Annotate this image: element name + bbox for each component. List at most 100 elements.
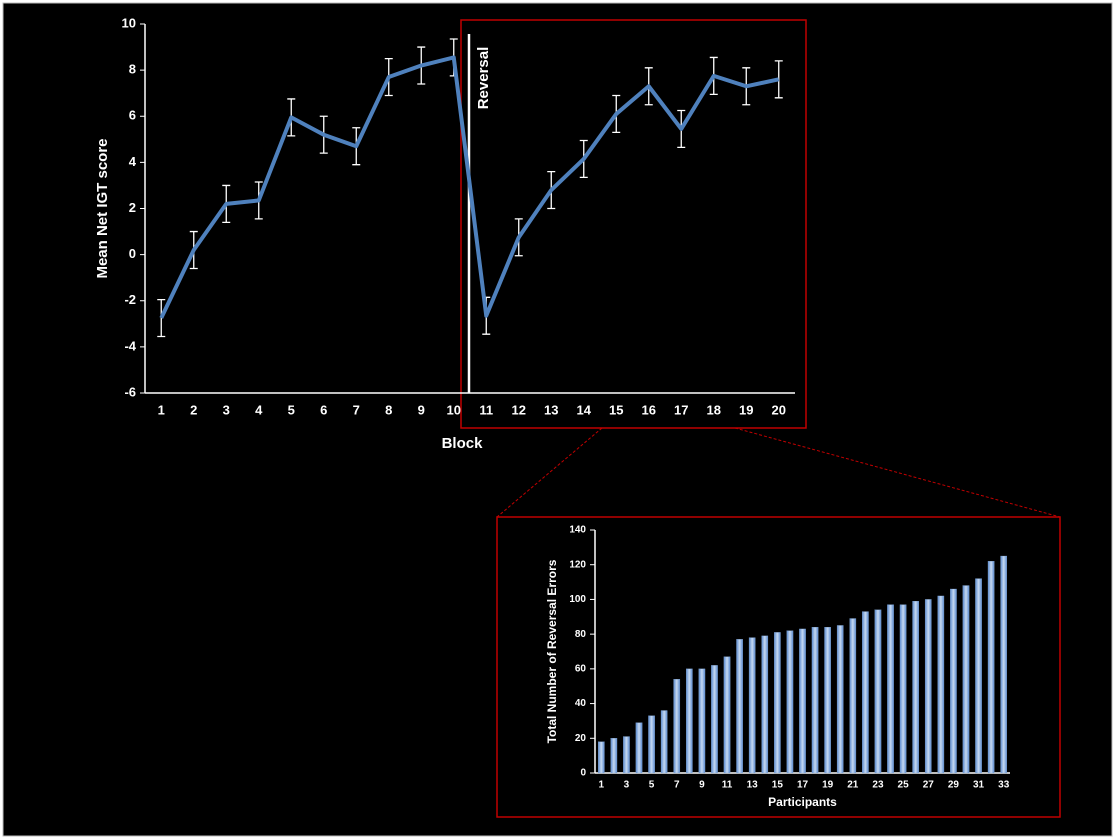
x-tick-label: 4	[255, 402, 263, 417]
x-tick-label: 17	[674, 402, 688, 417]
x-tick-label: 14	[577, 402, 592, 417]
x-tick-label: 3	[223, 402, 230, 417]
x-tick-label: 5	[288, 402, 295, 417]
bar	[874, 609, 882, 774]
y-tick-label: 8	[129, 62, 136, 77]
bar	[962, 585, 970, 774]
x-tick-label: 13	[747, 780, 759, 791]
bar	[811, 627, 819, 774]
x-tick-label: 25	[898, 780, 910, 791]
bar	[887, 604, 894, 774]
bar	[786, 630, 794, 774]
x-tick-label: 21	[847, 780, 859, 791]
bar	[849, 618, 857, 774]
bar	[987, 561, 995, 774]
x-tick-label: 17	[797, 780, 809, 791]
x-tick-label: 18	[707, 402, 721, 417]
y-tick-label: 2	[129, 200, 136, 215]
y-tick-label: 20	[575, 733, 587, 744]
x-tick-label: 15	[609, 402, 623, 417]
bar	[761, 635, 769, 774]
x-tick-label: 23	[872, 780, 884, 791]
connector	[496, 427, 603, 518]
bar	[836, 625, 844, 774]
bar	[711, 665, 718, 774]
x-tick-label: 8	[385, 402, 392, 417]
bar	[912, 601, 919, 774]
error-bar	[157, 298, 166, 338]
y-tick-label: 0	[129, 246, 136, 261]
x-tick-label: 2	[190, 402, 197, 417]
bar	[597, 741, 605, 774]
x-axis-label: Block	[442, 435, 484, 452]
y-tick-label: 4	[129, 154, 137, 169]
y-tick-label: 100	[569, 594, 586, 605]
connector	[734, 427, 1061, 518]
y-tick-label: -6	[124, 384, 136, 399]
bar	[899, 604, 907, 774]
x-tick-label: 7	[353, 402, 360, 417]
x-tick-label: 3	[624, 780, 630, 791]
x-tick-label: 29	[948, 780, 960, 791]
x-tick-label: 27	[923, 780, 935, 791]
x-tick-label: 31	[973, 780, 985, 791]
annotation: Reversal	[475, 47, 492, 110]
y-tick-label: 40	[575, 698, 587, 709]
y-tick-label: -4	[124, 338, 136, 353]
x-tick-label: 19	[822, 780, 834, 791]
bar	[824, 627, 831, 774]
bar	[723, 656, 731, 774]
x-tick-label: 15	[772, 780, 784, 791]
y-axis-label: Total Number of Reversal Errors	[545, 559, 559, 743]
bar	[736, 639, 743, 774]
bar	[799, 628, 806, 774]
y-tick-label: 0	[580, 768, 586, 779]
bar	[686, 668, 693, 774]
y-tick-label: 6	[129, 108, 136, 123]
bar	[623, 736, 630, 774]
bar	[975, 578, 982, 774]
bar	[950, 588, 957, 774]
line	[159, 55, 780, 319]
highlight-box	[460, 19, 807, 429]
x-axis-label: Participants	[768, 795, 837, 809]
y-tick-label: 10	[122, 15, 136, 30]
x-tick-label: 7	[674, 780, 680, 791]
x-tick-label: 1	[158, 402, 165, 417]
bar	[648, 715, 655, 774]
bar	[635, 722, 643, 774]
bar	[660, 710, 668, 774]
y-tick-label: 120	[569, 559, 586, 570]
x-tick-label: 5	[649, 780, 655, 791]
bar	[862, 611, 869, 774]
x-tick-label: 9	[418, 402, 425, 417]
bar	[924, 599, 932, 774]
x-tick-label: 12	[512, 402, 526, 417]
x-tick-label: 6	[320, 402, 327, 417]
x-tick-label: 11	[479, 402, 493, 417]
bar	[698, 668, 706, 774]
bar	[610, 738, 618, 774]
y-tick-label: 80	[575, 629, 587, 640]
x-tick-label: 11	[722, 780, 733, 791]
inset-box	[496, 516, 1061, 818]
x-tick-label: 20	[772, 402, 786, 417]
bar	[748, 637, 756, 774]
y-tick-label: -2	[124, 292, 136, 307]
x-tick-label: 16	[642, 402, 656, 417]
y-axis-label: Mean Net IGT score	[94, 138, 111, 278]
bar	[673, 679, 681, 774]
x-tick-label: 9	[699, 780, 705, 791]
y-tick-label: 60	[575, 663, 587, 674]
x-tick-label: 10	[447, 402, 461, 417]
bar	[1000, 555, 1008, 774]
x-tick-label: 1	[599, 780, 605, 791]
x-tick-label: 19	[739, 402, 753, 417]
bar	[774, 632, 781, 774]
bar	[937, 595, 945, 774]
y-tick-label: 140	[569, 525, 586, 536]
x-tick-label: 33	[998, 780, 1010, 791]
x-tick-label: 13	[544, 402, 558, 417]
